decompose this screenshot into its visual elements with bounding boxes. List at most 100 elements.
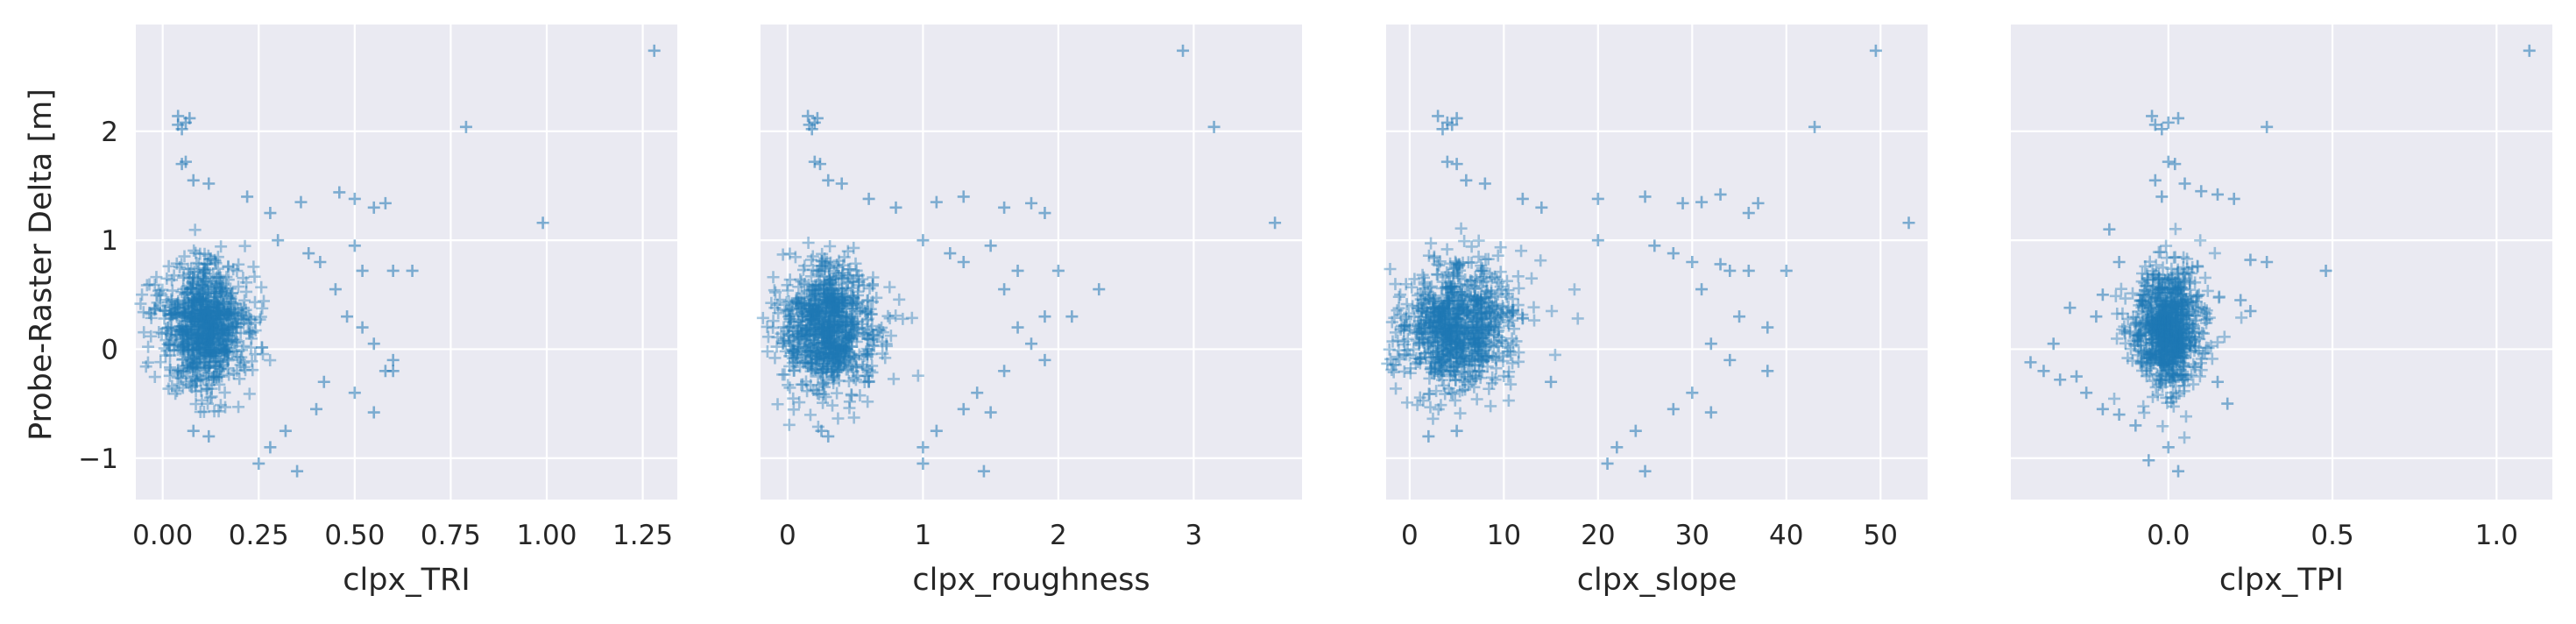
data-point bbox=[230, 298, 243, 311]
data-point bbox=[239, 303, 252, 316]
data-point bbox=[134, 297, 147, 310]
x-tick-label: 0.0 bbox=[2147, 520, 2190, 551]
data-point bbox=[224, 292, 237, 305]
data-point bbox=[160, 294, 173, 307]
data-point bbox=[211, 277, 224, 290]
data-point bbox=[158, 342, 171, 355]
data-point bbox=[187, 277, 200, 290]
data-point bbox=[176, 320, 189, 333]
data-point bbox=[204, 328, 217, 341]
x-tick-label: 1 bbox=[915, 520, 932, 551]
data-point bbox=[215, 321, 228, 334]
data-point bbox=[202, 397, 215, 410]
data-point bbox=[171, 299, 184, 312]
data-point bbox=[856, 273, 869, 286]
data-point bbox=[206, 329, 219, 342]
data-point bbox=[202, 317, 215, 330]
data-point bbox=[216, 319, 230, 332]
data-point bbox=[226, 321, 239, 334]
data-point bbox=[202, 359, 216, 372]
data-point bbox=[209, 319, 223, 332]
data-point bbox=[212, 370, 225, 383]
data-point bbox=[204, 292, 217, 305]
data-point bbox=[341, 310, 354, 323]
data-point bbox=[164, 308, 177, 321]
data-point bbox=[172, 301, 185, 315]
data-point bbox=[150, 288, 163, 301]
data-point bbox=[158, 312, 171, 325]
data-point bbox=[159, 334, 173, 347]
data-point bbox=[190, 373, 203, 386]
data-point bbox=[188, 321, 201, 334]
data-point bbox=[200, 347, 213, 360]
data-point bbox=[202, 319, 216, 332]
data-point bbox=[191, 337, 204, 350]
data-point bbox=[218, 313, 231, 326]
data-point bbox=[200, 275, 213, 288]
data-point bbox=[202, 429, 216, 443]
data-point bbox=[207, 337, 220, 350]
data-point bbox=[191, 337, 204, 350]
data-point bbox=[254, 310, 267, 323]
data-point bbox=[202, 328, 216, 341]
data-point bbox=[204, 346, 217, 359]
data-point bbox=[249, 324, 262, 337]
data-point bbox=[202, 303, 216, 316]
data-point bbox=[223, 292, 236, 305]
data-point bbox=[193, 281, 206, 294]
data-point bbox=[169, 329, 182, 342]
data-point bbox=[185, 378, 198, 391]
data-point bbox=[214, 281, 227, 294]
data-point bbox=[216, 334, 230, 347]
data-point bbox=[186, 276, 199, 289]
data-point bbox=[205, 328, 218, 341]
data-point bbox=[216, 343, 229, 356]
data-point bbox=[187, 360, 200, 373]
data-point bbox=[185, 281, 198, 294]
data-point bbox=[195, 304, 208, 317]
data-point bbox=[184, 310, 197, 323]
data-point bbox=[191, 343, 204, 356]
data-point bbox=[195, 316, 209, 330]
data-point bbox=[202, 366, 216, 379]
data-point bbox=[794, 322, 807, 335]
data-point bbox=[804, 313, 817, 326]
data-point bbox=[197, 316, 210, 329]
data-point bbox=[208, 277, 221, 290]
data-point bbox=[204, 391, 217, 404]
data-point bbox=[180, 370, 193, 383]
data-point bbox=[804, 312, 817, 325]
data-point bbox=[196, 287, 209, 301]
data-point bbox=[847, 372, 860, 385]
data-point bbox=[195, 293, 208, 306]
data-point bbox=[829, 305, 842, 318]
data-point bbox=[246, 326, 259, 339]
data-point bbox=[348, 239, 361, 252]
data-point bbox=[194, 352, 207, 365]
data-point bbox=[850, 296, 863, 309]
data-point bbox=[220, 271, 233, 284]
data-point bbox=[206, 317, 219, 330]
data-point bbox=[211, 297, 224, 310]
data-point bbox=[224, 282, 237, 295]
data-point bbox=[165, 293, 178, 306]
data-point bbox=[194, 316, 207, 330]
data-point bbox=[181, 341, 195, 354]
data-point bbox=[151, 296, 164, 309]
data-point bbox=[193, 341, 206, 354]
data-point bbox=[199, 315, 212, 328]
data-point bbox=[200, 294, 213, 308]
data-point bbox=[803, 345, 817, 358]
data-point bbox=[218, 346, 231, 359]
data-point bbox=[200, 330, 213, 343]
data-point bbox=[199, 309, 212, 323]
data-point bbox=[148, 303, 161, 316]
data-point bbox=[207, 267, 220, 280]
data-point bbox=[183, 362, 196, 375]
data-point bbox=[200, 350, 213, 363]
data-point bbox=[183, 379, 196, 392]
data-point bbox=[206, 315, 219, 328]
data-point bbox=[223, 311, 237, 324]
data-point bbox=[211, 262, 224, 275]
data-point bbox=[214, 399, 227, 412]
